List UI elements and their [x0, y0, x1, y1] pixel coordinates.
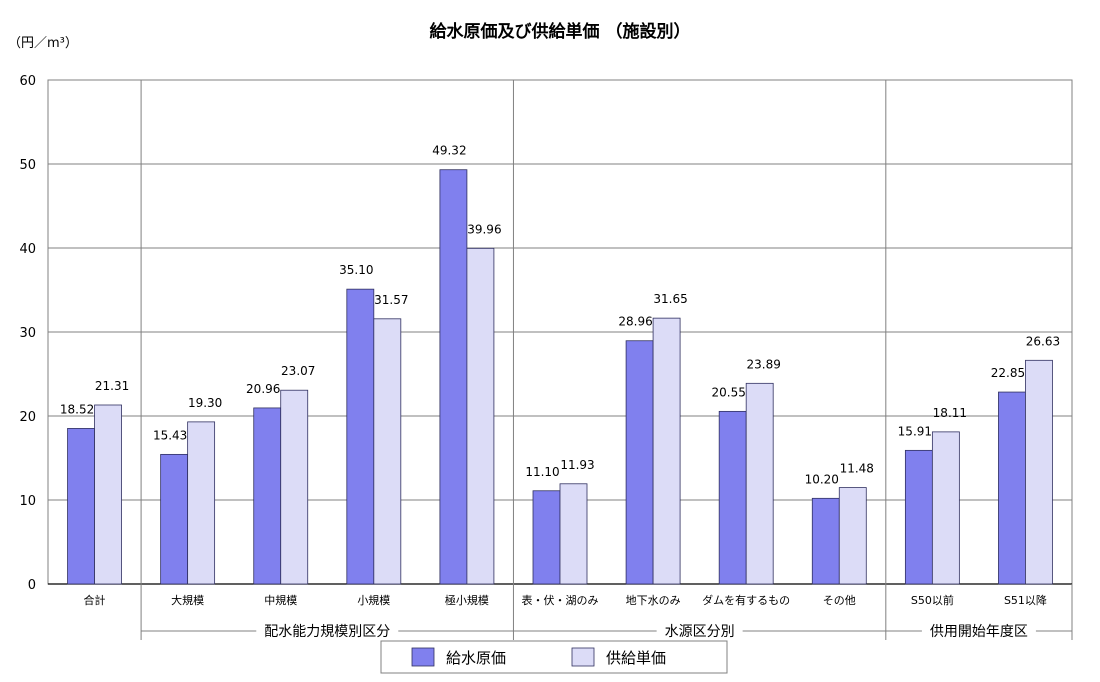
x-tick-label-8: その他 — [823, 594, 856, 607]
data-label-0-2: 20.96 — [246, 382, 280, 396]
bars — [67, 169, 1053, 585]
y-tick-label-0: 0 — [28, 578, 36, 593]
y-tick-label-40: 40 — [19, 242, 36, 257]
y-tick-label-30: 30 — [19, 326, 36, 341]
x-tick-label-2: 中規模 — [264, 593, 297, 607]
data-label-1-0: 21.31 — [95, 379, 129, 393]
bar-0-1 — [160, 453, 189, 585]
data-label-1-5: 11.93 — [560, 458, 594, 472]
data-label-1-3: 31.57 — [374, 293, 408, 307]
group-label-2: 供用開始年度区 — [930, 624, 1028, 640]
y-tick-label-20: 20 — [19, 410, 36, 425]
group-label-bg-2 — [921, 621, 1036, 641]
data-label-0-7: 20.55 — [712, 385, 746, 399]
bar-1-7 — [745, 382, 774, 585]
chart-title: 給水原価及び供給単価 （施設別） — [430, 21, 691, 42]
data-label-1-9: 18.11 — [933, 406, 967, 420]
bar-1-9 — [931, 431, 960, 585]
data-label-0-4: 49.32 — [432, 144, 466, 158]
bar-1-8 — [838, 487, 867, 585]
bar-1-6 — [652, 317, 681, 585]
y-axis-label: （円／m³） — [8, 36, 78, 51]
legend-label-0: 給水原価 — [446, 649, 506, 667]
bar-0-7 — [718, 410, 747, 585]
group-label-0: 配水能力規模別区分 — [264, 624, 390, 640]
x-tick-label-5: 表・伏・湖のみ — [522, 593, 599, 607]
data-label-1-2: 23.07 — [281, 364, 315, 378]
bar-1-1 — [187, 421, 216, 585]
x-tick-label-10: S51以降 — [1004, 593, 1047, 607]
x-tick-labels: 合計 大規模 中規模 小規模 極小規模 表・伏・湖のみ 地下水のみ ダムを有するもの その他 S5… — [84, 593, 1047, 607]
y-tick-label-50: 50 — [19, 158, 36, 173]
bar-0-9 — [904, 449, 933, 585]
data-label-1-7: 23.89 — [747, 357, 781, 371]
bar-1-0 — [94, 404, 122, 585]
x-tick-label-3: 小規模 — [357, 593, 390, 607]
data-label-0-9: 15.91 — [898, 424, 932, 438]
bar-1-4 — [466, 247, 495, 585]
group-label-1: 水源区分別 — [665, 624, 735, 640]
data-label-0-6: 28.96 — [618, 315, 652, 329]
bar-1-10 — [1025, 359, 1053, 585]
legend-swatch-0 — [411, 647, 435, 667]
data-label-0-8: 10.20 — [805, 472, 839, 486]
bar-1-2 — [280, 389, 309, 585]
data-label-0-1: 15.43 — [153, 428, 187, 442]
x-tick-label-1: 大規模 — [171, 593, 204, 607]
data-label-1-10: 26.63 — [1026, 334, 1060, 348]
data-label-1-4: 39.96 — [467, 222, 501, 236]
bar-0-3 — [346, 288, 375, 585]
legend: 給水原価 供給単価 — [380, 640, 728, 674]
legend-label-1: 供給単価 — [606, 649, 666, 667]
data-label-1-1: 19.30 — [188, 396, 222, 410]
bar-0-4 — [439, 169, 468, 585]
y-tick-label-60: 60 — [19, 74, 36, 89]
x-tick-label-0: 合計 — [84, 593, 106, 607]
y-tick-labels: 0 10 20 30 40 50 60 — [19, 74, 36, 593]
data-label-0-5: 11.10 — [525, 465, 559, 479]
group-labels: 配水能力規模別区分 水源区分別 供用開始年度区 — [141, 621, 1072, 641]
x-tick-label-7: ダムを有するもの — [702, 593, 790, 607]
bar-1-5 — [559, 483, 588, 585]
y-tick-label-10: 10 — [19, 494, 36, 509]
group-label-bg-1 — [656, 621, 743, 641]
bar-0-5 — [532, 490, 561, 585]
data-label-0-10: 22.85 — [991, 366, 1025, 380]
data-label-0-0: 18.52 — [60, 402, 94, 416]
bar-0-10 — [998, 391, 1026, 585]
legend-swatch-1 — [571, 647, 595, 667]
data-label-1-8: 11.48 — [840, 462, 874, 476]
group-label-bg-0 — [256, 621, 399, 641]
x-tick-label-6: 地下水のみ — [626, 594, 681, 607]
bar-1-3 — [373, 318, 402, 585]
x-tick-label-9: S50以前 — [911, 593, 954, 607]
x-tick-label-4: 極小規模 — [445, 593, 489, 607]
bar-0-0 — [67, 428, 95, 585]
bar-0-8 — [811, 497, 840, 585]
bar-0-6 — [625, 340, 654, 585]
data-label-1-6: 31.65 — [653, 292, 687, 306]
bar-0-2 — [253, 407, 282, 585]
legend-box — [380, 640, 728, 674]
data-label-0-3: 35.10 — [339, 263, 373, 277]
